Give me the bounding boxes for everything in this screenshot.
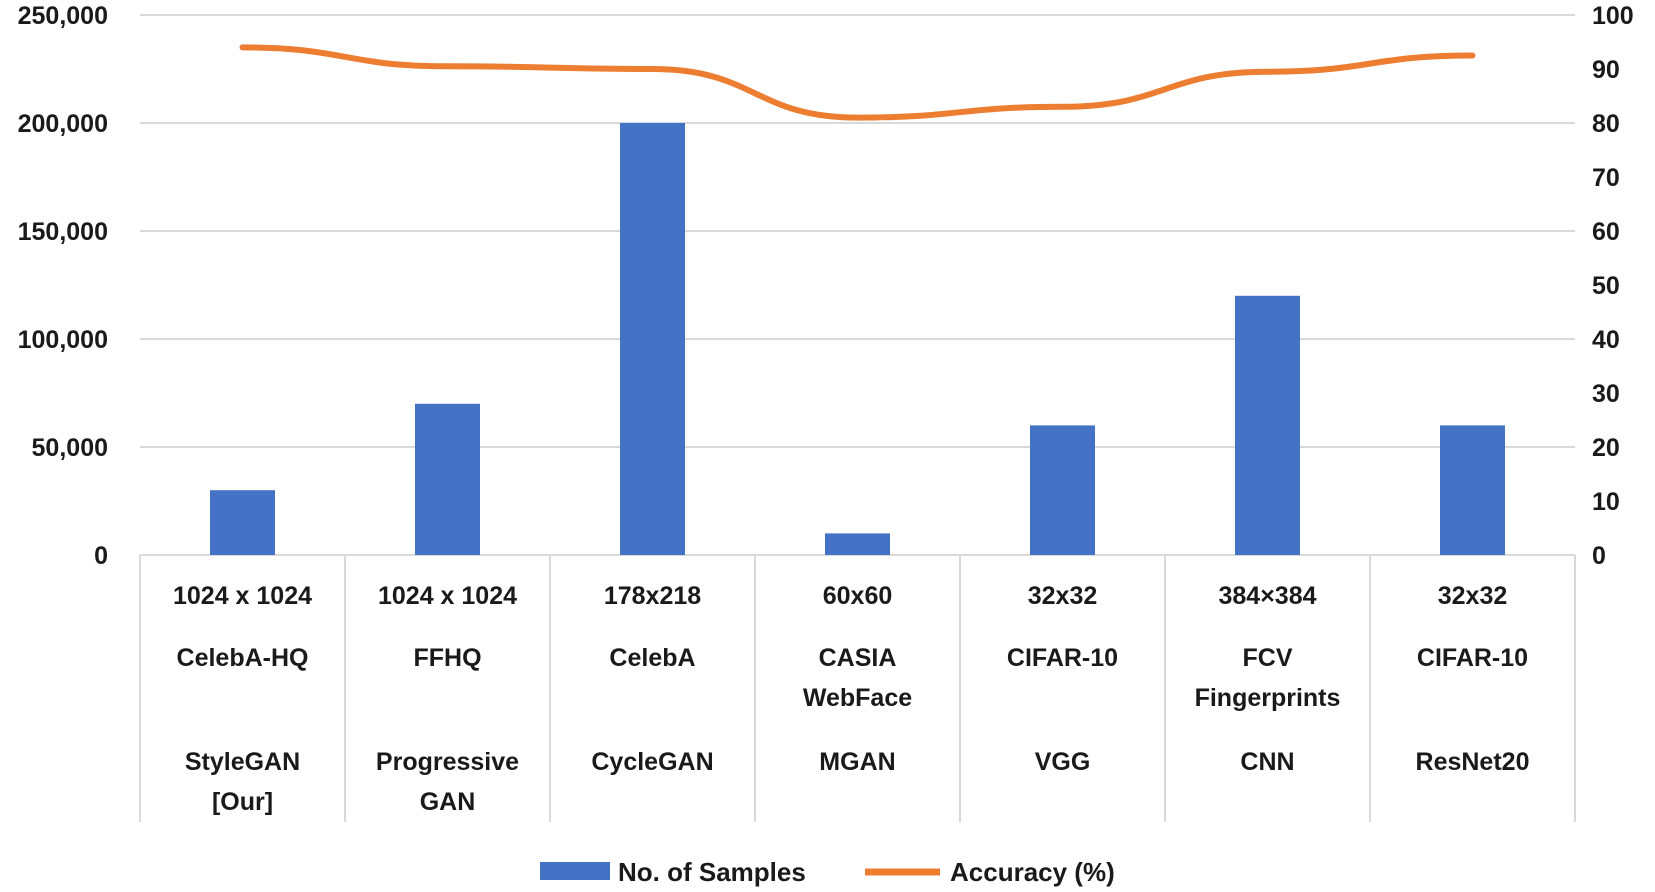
right-tick-label: 100 <box>1592 2 1634 30</box>
category-resolution: 32x32 <box>1438 582 1508 610</box>
category-dataset: CIFAR-10 <box>1417 644 1528 672</box>
right-tick-label: 60 <box>1592 218 1620 246</box>
category-model: VGG <box>1035 748 1091 776</box>
category-model: ResNet20 <box>1416 748 1530 776</box>
category-dataset: FFHQ <box>413 644 481 672</box>
category-dataset: Fingerprints <box>1195 684 1341 712</box>
left-tick-label: 200,000 <box>18 110 108 138</box>
category-model: [Our] <box>212 788 273 816</box>
right-tick-label: 30 <box>1592 380 1620 408</box>
left-tick-label: 0 <box>94 542 108 570</box>
right-axis-ticks: 0 10 20 30 40 50 60 70 80 90 100 <box>1592 2 1634 570</box>
category-model: MGAN <box>819 748 895 776</box>
left-tick-label: 100,000 <box>18 326 108 354</box>
category-resolution: 60x60 <box>823 582 893 610</box>
bar <box>620 123 685 555</box>
category-resolution: 384×384 <box>1218 582 1316 610</box>
right-tick-label: 70 <box>1592 164 1620 192</box>
bar <box>1440 425 1505 555</box>
left-axis-ticks: 0 50,000 100,000 150,000 200,000 250,000 <box>18 2 108 570</box>
category-dataset: FCV <box>1243 644 1293 672</box>
left-tick-label: 150,000 <box>18 218 108 246</box>
legend: No. of Samples Accuracy (%) <box>540 857 1115 887</box>
legend-label-samples: No. of Samples <box>618 857 806 887</box>
category-dataset: CelebA <box>609 644 695 672</box>
legend-swatch-samples <box>540 862 610 880</box>
right-tick-label: 10 <box>1592 488 1620 516</box>
left-tick-label: 250,000 <box>18 2 108 30</box>
category-resolution: 32x32 <box>1028 582 1098 610</box>
right-tick-label: 80 <box>1592 110 1620 138</box>
category-model: GAN <box>420 788 476 816</box>
bar-series <box>210 123 1505 555</box>
right-tick-label: 90 <box>1592 56 1620 84</box>
bar <box>1235 295 1300 555</box>
category-model: CycleGAN <box>591 748 713 776</box>
line-series <box>239 44 1476 121</box>
category-resolution: 1024 x 1024 <box>173 582 312 610</box>
category-dataset: CIFAR-10 <box>1007 644 1118 672</box>
category-dataset: CASIA <box>819 644 897 672</box>
category-model: Progressive <box>376 748 519 776</box>
category-labels: 1024 x 1024 CelebA-HQ StyleGAN [Our] 1024 x … <box>173 582 1529 816</box>
category-resolution: 1024 x 1024 <box>378 582 517 610</box>
right-tick-label: 20 <box>1592 434 1620 462</box>
right-tick-label: 40 <box>1592 326 1620 354</box>
category-dataset: CelebA-HQ <box>177 644 309 672</box>
category-model: StyleGAN <box>185 748 300 776</box>
bar <box>825 533 890 555</box>
category-dataset: WebFace <box>803 684 912 712</box>
accuracy-line <box>239 44 1476 121</box>
right-tick-label: 0 <box>1592 542 1606 570</box>
bar <box>1030 425 1095 555</box>
left-tick-label: 50,000 <box>32 434 108 462</box>
bar <box>415 403 480 555</box>
legend-label-accuracy: Accuracy (%) <box>950 857 1115 887</box>
category-model: CNN <box>1240 748 1294 776</box>
right-tick-label: 50 <box>1592 272 1620 300</box>
bar <box>210 490 275 555</box>
category-resolution: 178x218 <box>604 582 701 610</box>
